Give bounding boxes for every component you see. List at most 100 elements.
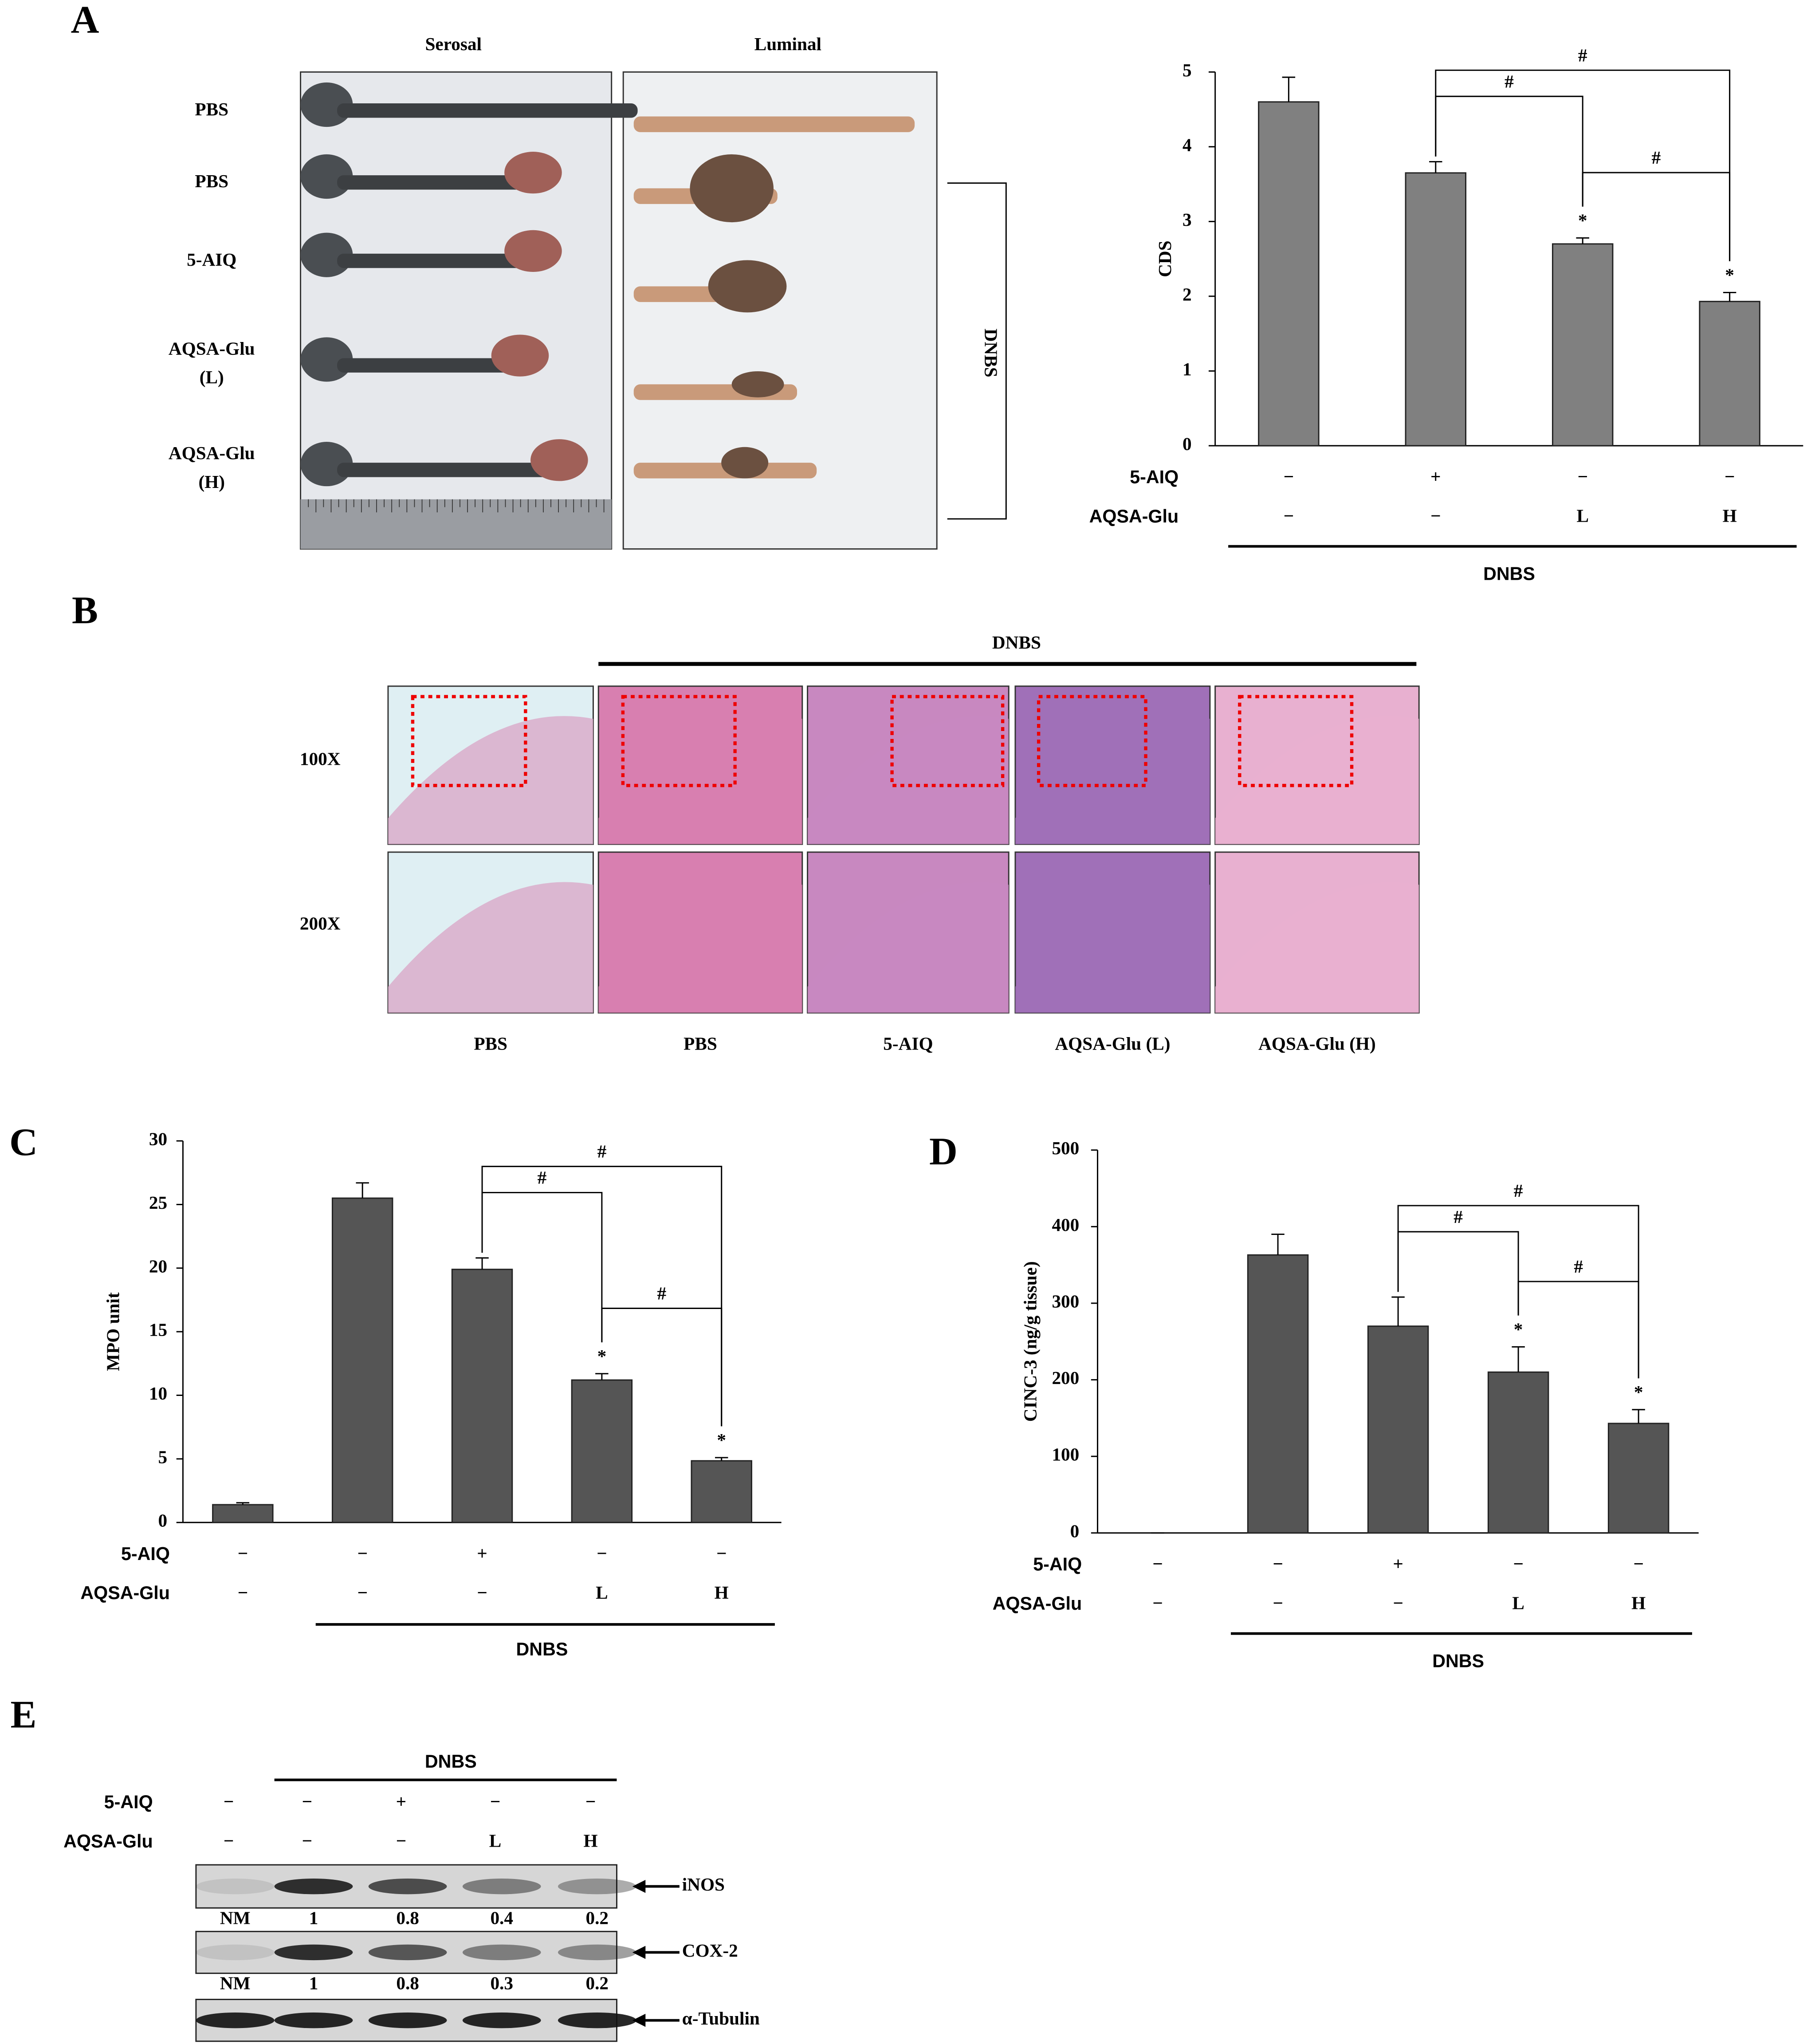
treatment-label: H [584, 1830, 598, 1851]
bar [691, 1460, 752, 1523]
y-tick-label: 4 [1182, 134, 1192, 155]
significance-bracket [1435, 69, 1731, 261]
treatment-label: L [596, 1582, 608, 1603]
significance-bracket [481, 1166, 723, 1427]
tissue-stain [388, 716, 593, 845]
tissue [504, 230, 562, 272]
blot-band [462, 1879, 541, 1895]
treatment-label: − [238, 1543, 248, 1563]
error-bar [715, 1457, 728, 1461]
tissue [721, 447, 769, 479]
tissue [337, 463, 559, 477]
blot-band [368, 1944, 447, 1961]
y-tick-label: 2 [1182, 284, 1192, 304]
y-axis-label: CDS [1155, 240, 1175, 277]
y-axis-label: MPO unit [103, 1292, 123, 1371]
error-bar [1271, 1234, 1285, 1255]
error-bar [1512, 1346, 1525, 1372]
y-tick-label: 100 [1052, 1444, 1079, 1465]
treatment-name: 5-AIQ [1130, 467, 1179, 487]
treatment-name: AQSA-Glu [993, 1593, 1082, 1614]
band-label: iNOS [682, 1874, 725, 1895]
band-intensity: 1 [309, 1973, 318, 1993]
row-label: 200X [300, 913, 341, 933]
arrow-head [632, 1879, 646, 1893]
tissue-stain [1215, 716, 1419, 845]
panel-letter: C [9, 1120, 38, 1164]
treatment-name: 5-AIQ [104, 1792, 153, 1812]
treatment-name: AQSA-Glu [80, 1583, 170, 1603]
tissue [530, 439, 588, 481]
y-tick-label: 5 [1182, 60, 1192, 80]
tissue-stain [1015, 716, 1210, 845]
treatment-label: − [1273, 1553, 1283, 1574]
tissue [633, 116, 915, 132]
treatment-label: − [1513, 1553, 1523, 1574]
row-label: (L) [200, 367, 224, 388]
blot-band [368, 1879, 447, 1895]
column-label: PBS [474, 1033, 507, 1053]
column-label: AQSA-Glu (L) [1055, 1033, 1170, 1054]
column-label: 5-AIQ [883, 1033, 933, 1053]
treatment-label: + [396, 1791, 407, 1812]
treatment-label: − [224, 1830, 234, 1851]
y-tick-label: 3 [1182, 209, 1192, 230]
blot-band [558, 1879, 636, 1895]
bar [1699, 301, 1760, 447]
group-label: DNBS [981, 329, 1002, 377]
treatment-label: − [238, 1582, 248, 1603]
treatment-label: H [1631, 1592, 1646, 1613]
column-label: AQSA-Glu (H) [1258, 1033, 1376, 1054]
y-tick-label: 10 [149, 1383, 167, 1403]
error-bar [475, 1257, 489, 1270]
tissue-stain [807, 882, 1009, 1013]
significance-label: # [1574, 1256, 1583, 1277]
bracket [947, 182, 1007, 520]
ruler [300, 499, 612, 549]
y-tick-label: 0 [1182, 433, 1192, 454]
significance-bracket [1517, 1281, 1639, 1379]
band-intensity: 0.8 [396, 1907, 419, 1928]
tissue-stain [598, 716, 802, 845]
tissue [337, 253, 533, 268]
row-label: AQSA-Glu [169, 338, 255, 358]
error-bar [1576, 237, 1589, 244]
panel-letter: B [72, 589, 98, 632]
error-bar [1391, 1296, 1405, 1326]
significance-star: * [1725, 265, 1734, 285]
tissue-stain [1215, 882, 1419, 1013]
error-bar [236, 1502, 250, 1505]
significance-label: # [1514, 1180, 1523, 1201]
treatment-label: − [597, 1543, 607, 1563]
error-bar [1429, 161, 1442, 173]
significance-star: * [1514, 1319, 1523, 1339]
y-tick-label: 0 [1070, 1521, 1080, 1541]
error-bar [356, 1182, 369, 1199]
blot-band [196, 2012, 275, 2028]
treatment-name: 5-AIQ [121, 1544, 170, 1564]
treatment-label: − [1273, 1592, 1283, 1613]
band-intensity: 1 [309, 1907, 318, 1928]
significance-label: # [538, 1167, 547, 1188]
row-label: (H) [198, 472, 225, 492]
bar [1552, 243, 1614, 447]
treatment-label: − [1430, 505, 1441, 526]
y-tick-label: 25 [149, 1192, 167, 1213]
row-label: PBS [195, 171, 228, 191]
treatment-label: − [1633, 1553, 1643, 1574]
group-label: DNBS [1483, 563, 1535, 584]
significance-label: # [657, 1283, 666, 1304]
treatment-name: AQSA-Glu [1089, 506, 1179, 527]
blot-band [196, 1879, 275, 1895]
bar [571, 1379, 633, 1523]
treatment-label: H [1723, 505, 1737, 526]
column-label: Luminal [754, 34, 821, 54]
tissue [337, 358, 520, 373]
significance-label: # [1652, 147, 1661, 168]
band-intensity: 0.8 [396, 1973, 419, 1993]
blot-band [274, 2012, 353, 2028]
bar [1487, 1371, 1549, 1534]
treatment-label: − [1393, 1592, 1403, 1613]
error-bar [1282, 76, 1296, 102]
treatment-name: 5-AIQ [1033, 1554, 1082, 1574]
